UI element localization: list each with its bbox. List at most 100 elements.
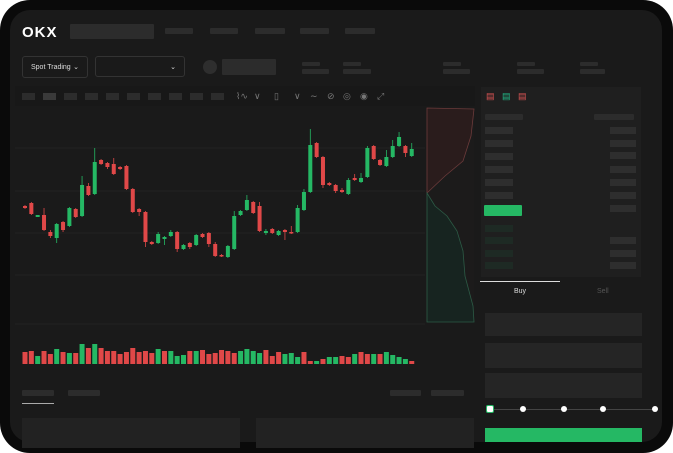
candle-body xyxy=(187,243,192,247)
price-input[interactable] xyxy=(485,313,642,336)
ask-price[interactable] xyxy=(485,153,513,160)
ruler-icon[interactable]: ⊘ xyxy=(327,91,335,101)
chart-type-icon[interactable]: ∨ xyxy=(254,91,261,101)
settings-icon[interactable]: ◉ xyxy=(360,91,368,101)
volume-bar xyxy=(307,361,313,364)
interval-button[interactable] xyxy=(169,93,182,100)
nav-item[interactable] xyxy=(300,28,329,34)
candle-body xyxy=(213,244,218,256)
filter-button[interactable] xyxy=(390,390,421,396)
candle-body xyxy=(54,224,59,238)
amount-slider-track[interactable] xyxy=(489,409,655,410)
bid-price[interactable] xyxy=(485,225,513,232)
candle-icon[interactable]: ▯ xyxy=(274,91,279,101)
nav-item[interactable] xyxy=(255,28,285,34)
candle-body xyxy=(257,206,262,231)
ask-size xyxy=(610,152,636,159)
nav-item[interactable] xyxy=(210,28,238,34)
candle xyxy=(282,229,287,240)
interval-button[interactable] xyxy=(106,93,119,100)
stat-value xyxy=(517,69,544,74)
search-bar[interactable] xyxy=(70,24,154,39)
candle xyxy=(384,150,389,167)
buy-button[interactable] xyxy=(485,428,642,442)
slider-stop[interactable] xyxy=(520,406,526,412)
ask-size xyxy=(610,192,636,199)
interval-button[interactable] xyxy=(211,93,224,100)
candle-body xyxy=(340,190,344,192)
chevron-down-icon: ⌄ xyxy=(73,64,79,71)
slider-stop[interactable] xyxy=(561,406,567,412)
indicator-icon[interactable]: ⌇∿ xyxy=(236,91,248,101)
ask-price[interactable] xyxy=(485,127,513,134)
ask-price[interactable] xyxy=(485,179,513,186)
bid-price[interactable] xyxy=(485,237,513,244)
okx-logo[interactable]: OKX xyxy=(22,24,58,41)
nav-item[interactable] xyxy=(345,28,375,34)
camera-icon[interactable]: ◎ xyxy=(343,91,351,101)
candle-body xyxy=(308,145,313,192)
candle-body xyxy=(67,208,72,226)
ask-price[interactable] xyxy=(485,140,513,147)
interval-button[interactable] xyxy=(43,93,56,100)
trading-mode-dropdown[interactable]: Spot Trading ⌄ xyxy=(22,56,88,78)
candle xyxy=(301,189,306,211)
slider-stop[interactable] xyxy=(600,406,606,412)
volume-bar xyxy=(79,344,85,364)
volume-bar xyxy=(155,349,161,364)
orderbook-bids-icon[interactable]: ▤ xyxy=(502,91,511,101)
amount-input[interactable] xyxy=(485,343,642,368)
total-input[interactable] xyxy=(485,373,642,398)
line-icon[interactable]: ∼ xyxy=(310,91,318,101)
candle-body xyxy=(219,255,224,257)
slider-stop[interactable] xyxy=(652,406,658,412)
tab-sell[interactable]: Sell xyxy=(597,288,609,295)
candle xyxy=(111,158,116,175)
interval-button[interactable] xyxy=(148,93,161,100)
tab-history[interactable] xyxy=(68,390,100,396)
orderbook-asks-icon[interactable]: ▤ xyxy=(518,91,527,101)
dropdown-icon[interactable]: ∨ xyxy=(294,91,301,101)
bid-price[interactable] xyxy=(485,250,513,257)
candle-body xyxy=(99,160,104,164)
volume-bar xyxy=(250,351,256,364)
filter-button[interactable] xyxy=(431,390,464,396)
candle-body xyxy=(359,178,364,182)
candle xyxy=(365,146,370,178)
candle xyxy=(156,232,161,244)
volume-bar xyxy=(92,344,98,364)
interval-button[interactable] xyxy=(64,93,77,100)
candle xyxy=(54,223,59,243)
interval-button[interactable] xyxy=(190,93,203,100)
candle-body xyxy=(263,231,268,233)
tab-buy[interactable]: Buy xyxy=(514,288,527,295)
ask-price[interactable] xyxy=(485,166,513,173)
volume-bar xyxy=(358,352,364,364)
candle-body xyxy=(42,215,47,230)
candle xyxy=(397,132,402,147)
orderbook-both-icon[interactable]: ▤ xyxy=(486,91,495,101)
stat-label xyxy=(343,62,361,66)
bid-size xyxy=(610,250,636,257)
bid-size xyxy=(610,237,636,244)
candle xyxy=(23,205,27,209)
ask-size xyxy=(610,127,636,134)
last-price[interactable] xyxy=(484,205,522,216)
interval-button[interactable] xyxy=(85,93,98,100)
tab-open-orders[interactable] xyxy=(22,390,54,396)
bid-price[interactable] xyxy=(485,262,513,269)
depth-asks xyxy=(426,107,475,194)
candle xyxy=(61,221,66,232)
volume-bar xyxy=(142,351,148,364)
nav-item[interactable] xyxy=(165,28,193,34)
volume-bar xyxy=(47,354,53,364)
amount-slider-handle[interactable] xyxy=(486,405,494,413)
candlestick-chart[interactable] xyxy=(15,106,475,378)
pair-dropdown[interactable]: ⌄ xyxy=(95,56,185,77)
interval-button[interactable] xyxy=(22,93,35,100)
candle-body xyxy=(365,148,370,177)
ask-price[interactable] xyxy=(485,192,513,199)
candle-body xyxy=(92,162,97,194)
fullscreen-icon[interactable]: ⤢ xyxy=(377,91,385,101)
interval-button[interactable] xyxy=(127,93,140,100)
